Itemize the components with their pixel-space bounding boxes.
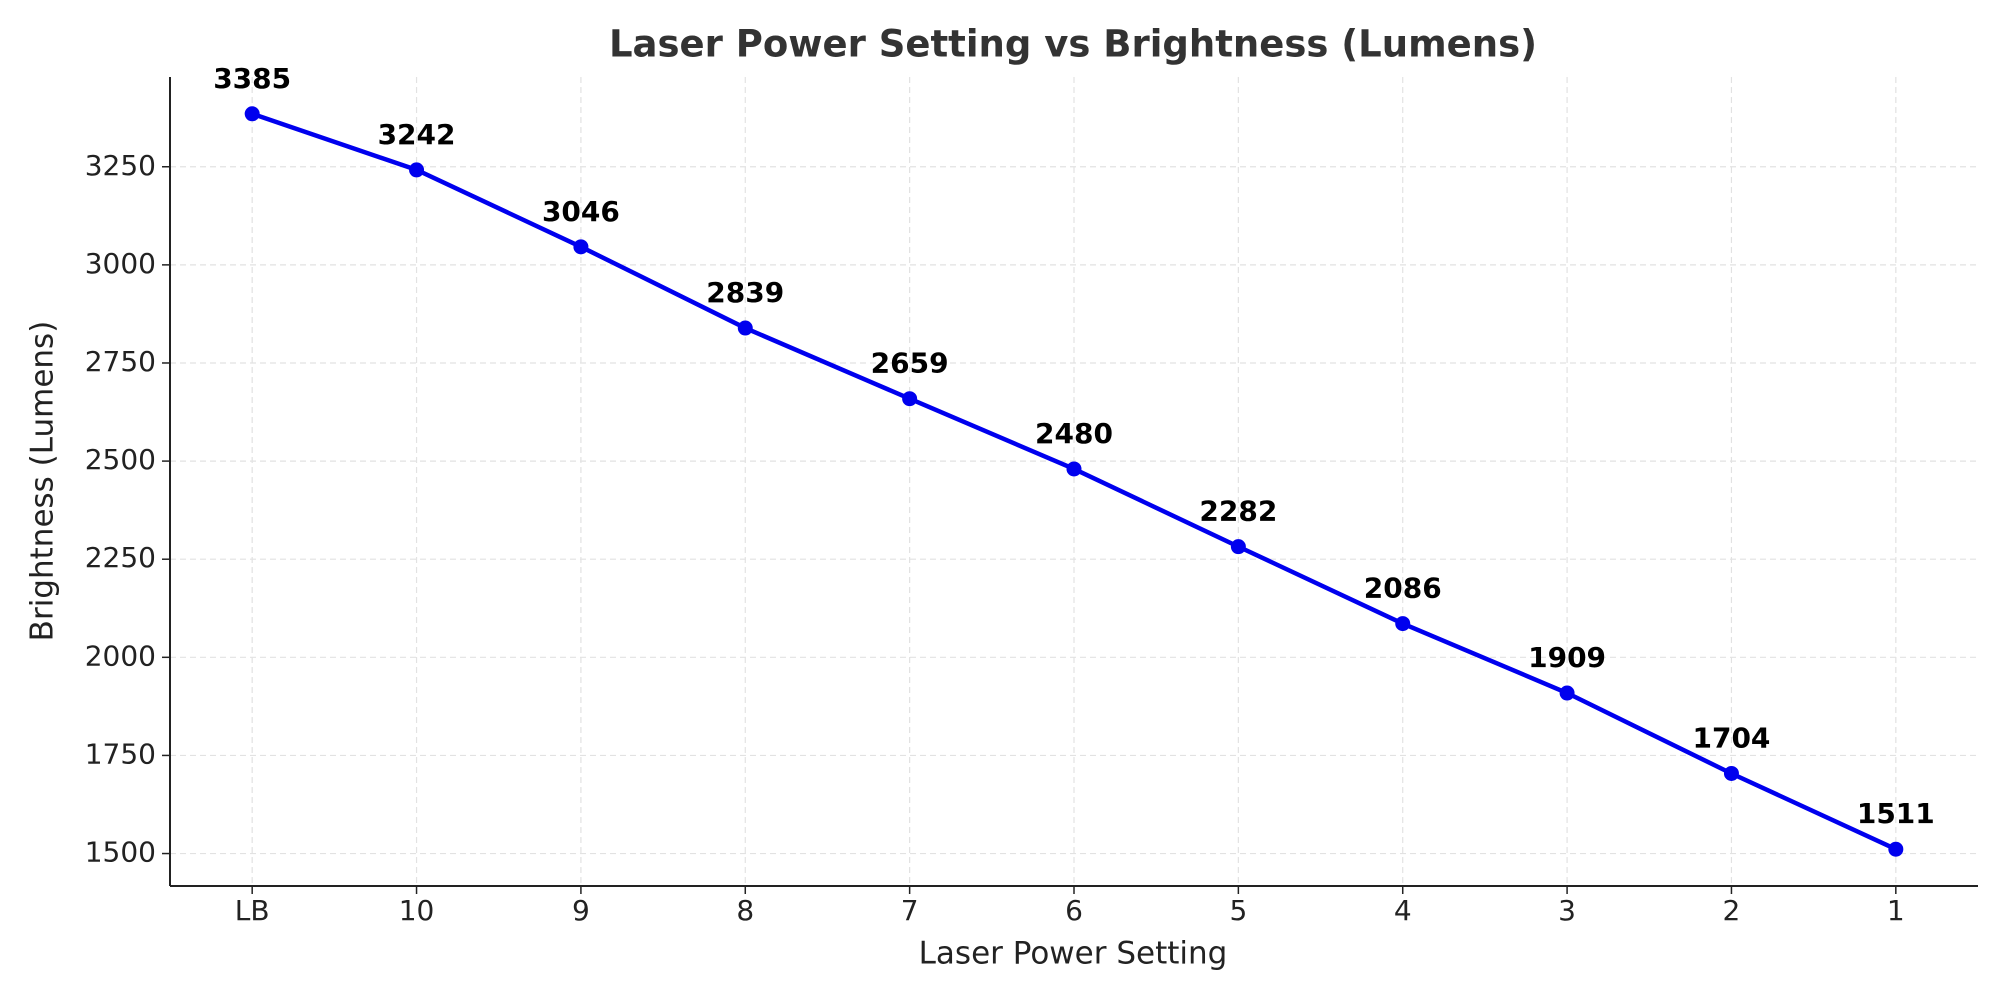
y-tick-label: 2500 [85, 443, 156, 476]
data-label: 1909 [1528, 641, 1606, 674]
data-label: 2839 [706, 276, 784, 309]
y-tick-label: 2250 [85, 541, 156, 574]
y-tick-label: 1750 [85, 737, 156, 770]
data-label: 2086 [1364, 572, 1442, 605]
data-point [1230, 539, 1246, 555]
y-tick-label: 3250 [85, 149, 156, 182]
data-point [902, 391, 918, 407]
x-tick-label: 7 [901, 894, 919, 927]
x-axis-label: Laser Power Setting [919, 936, 1228, 972]
data-point [1888, 841, 1904, 857]
x-tick-label: 8 [736, 894, 754, 927]
x-tick-label: 6 [1065, 894, 1083, 927]
data-label: 3046 [542, 195, 620, 228]
data-label: 1511 [1857, 797, 1935, 830]
y-tick-label: 3000 [85, 247, 156, 280]
x-tick-label: 4 [1394, 894, 1412, 927]
data-label: 3242 [378, 118, 456, 151]
y-tick-label: 2750 [85, 345, 156, 378]
data-point [409, 162, 425, 178]
x-tick-label: LB [235, 894, 270, 927]
data-label: 3385 [213, 62, 291, 95]
y-axis-label: Brightness (Lumens) [25, 321, 61, 642]
data-point [1723, 765, 1739, 781]
data-point [573, 239, 589, 255]
data-point [1395, 616, 1411, 632]
chart-title: Laser Power Setting vs Brightness (Lumen… [609, 23, 1537, 66]
x-tick-label: 9 [572, 894, 590, 927]
x-tick-label: 1 [1887, 894, 1905, 927]
data-point [244, 106, 260, 122]
x-tick-label: 5 [1229, 894, 1247, 927]
data-label: 1704 [1692, 721, 1770, 754]
y-tick-label: 2000 [85, 639, 156, 672]
x-tick-label: 2 [1723, 894, 1741, 927]
data-label: 2659 [871, 347, 949, 380]
data-point [1559, 685, 1575, 701]
data-point [1066, 461, 1082, 477]
data-label: 2282 [1199, 495, 1277, 528]
data-label: 2480 [1035, 417, 1113, 450]
x-tick-label: 3 [1558, 894, 1576, 927]
data-point [737, 320, 753, 336]
x-tick-label: 10 [399, 894, 435, 927]
y-tick-label: 1500 [85, 836, 156, 869]
